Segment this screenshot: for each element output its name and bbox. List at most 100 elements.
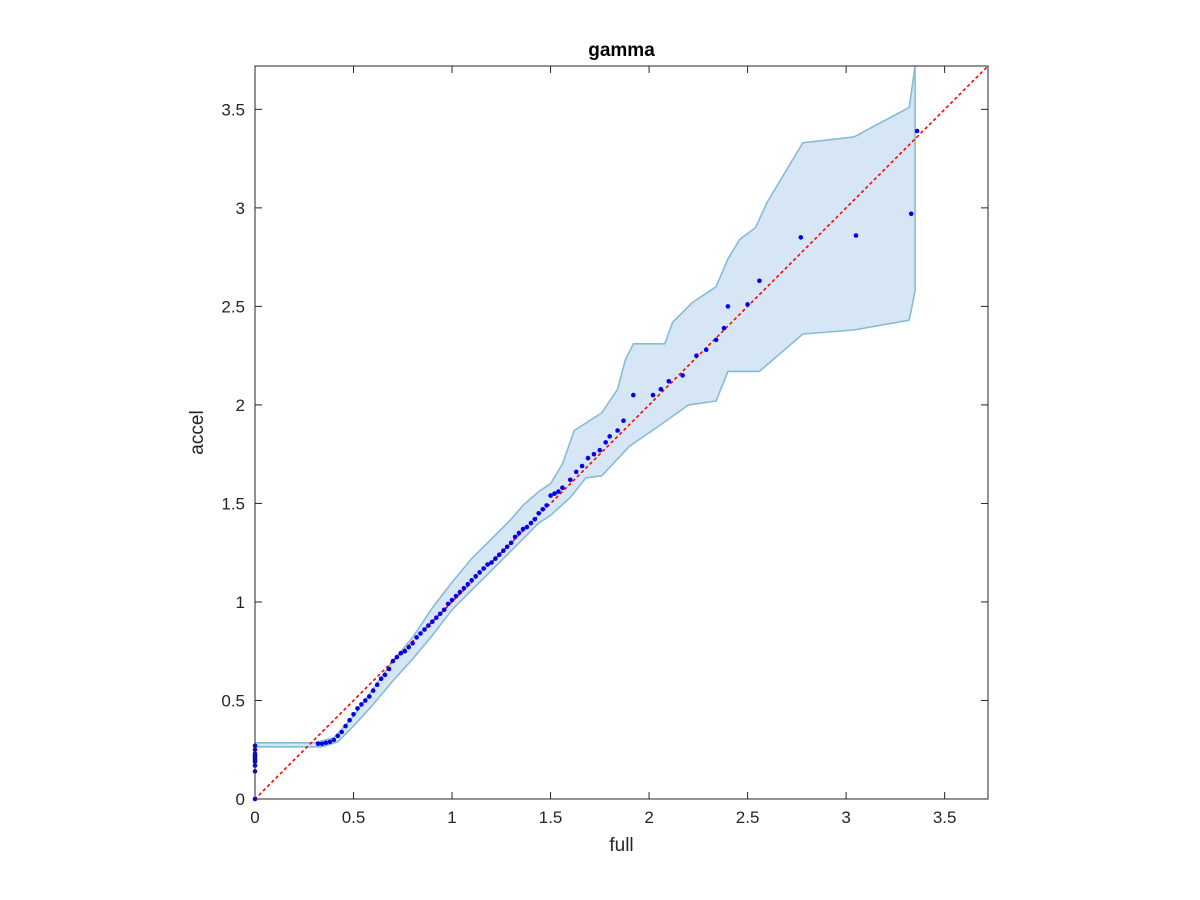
data-point <box>441 607 447 613</box>
data-point <box>615 428 620 433</box>
data-point <box>552 491 557 496</box>
data-point <box>520 526 526 532</box>
data-point <box>524 524 530 530</box>
data-point <box>908 211 914 217</box>
data-point <box>422 627 427 632</box>
data-point <box>504 544 510 550</box>
data-point <box>319 741 325 747</box>
y-tick-label: 3.5 <box>221 100 245 119</box>
data-point <box>363 698 368 703</box>
x-tick-label: 0.5 <box>342 808 366 827</box>
data-point <box>798 235 804 240</box>
data-point <box>453 593 459 599</box>
data-point <box>914 128 920 134</box>
data-point <box>327 739 333 745</box>
data-point <box>359 702 364 707</box>
data-point <box>406 645 412 650</box>
data-point <box>481 566 486 571</box>
data-point <box>335 733 341 739</box>
data-point <box>355 706 360 711</box>
y-tick-label: 1 <box>236 593 245 612</box>
data-point <box>465 581 471 587</box>
data-point <box>556 489 561 494</box>
data-point <box>430 619 435 624</box>
x-tick-label: 3 <box>841 808 850 827</box>
x-tick-label: 1.5 <box>539 808 563 827</box>
data-point <box>398 650 404 656</box>
plot-area: 0 0.5 1 1.5 2 2.5 3 3.5 0 0.5 1 1.5 2 2.5 3 3.5 <box>221 65 989 827</box>
data-point <box>461 585 467 591</box>
data-point <box>374 682 380 687</box>
data-point <box>631 392 636 398</box>
data-point <box>437 611 443 617</box>
data-point <box>508 540 514 546</box>
y-tick-label: 2 <box>236 396 245 415</box>
data-point <box>560 485 565 491</box>
data-point <box>418 631 423 636</box>
data-point <box>666 379 672 384</box>
data-point <box>331 737 337 743</box>
data-point <box>339 729 345 735</box>
data-point <box>607 434 612 439</box>
confidence-band <box>255 66 916 748</box>
data-point <box>745 302 750 307</box>
data-point <box>621 418 626 424</box>
data-point <box>390 658 396 664</box>
data-point <box>721 325 727 331</box>
data-point <box>597 447 603 453</box>
data-point <box>536 511 541 516</box>
x-tick-label: 2.5 <box>736 808 760 827</box>
data-point <box>650 392 656 398</box>
data-point <box>573 469 579 475</box>
data-point <box>445 601 451 607</box>
x-tick-label: 1 <box>447 808 456 827</box>
data-point <box>579 463 585 469</box>
data-point <box>449 597 455 603</box>
y-tick-label: 2.5 <box>221 297 245 316</box>
data-point <box>591 451 597 457</box>
data-point <box>757 278 762 284</box>
data-point <box>414 635 419 640</box>
x-tick-label: 0 <box>250 808 259 827</box>
reference-line <box>255 66 988 799</box>
data-point <box>603 440 608 445</box>
data-point <box>343 723 348 729</box>
data-point <box>544 503 549 508</box>
y-axis-label: accel <box>187 410 208 454</box>
data-point <box>489 560 494 565</box>
data-point <box>473 574 479 579</box>
data-point <box>382 672 388 678</box>
x-axis-label: full <box>609 835 633 856</box>
data-point <box>658 386 664 392</box>
data-point <box>853 233 859 238</box>
y-tick-label: 0 <box>236 790 245 809</box>
data-point <box>347 717 352 723</box>
x-ticks-layer: 0 0.5 1 1.5 2 2.5 3 3.5 <box>250 66 956 827</box>
data-point <box>323 740 329 746</box>
data-point <box>367 694 372 699</box>
chart-title: gamma <box>588 40 655 61</box>
data-point <box>434 615 439 620</box>
y-tick-label: 3 <box>236 199 245 218</box>
data-point <box>548 493 553 498</box>
axes-box <box>254 65 989 800</box>
data-point <box>426 623 431 628</box>
x-tick-label: 3.5 <box>933 808 957 827</box>
y-tick-label: 0.5 <box>221 691 245 710</box>
data-point <box>528 520 534 526</box>
data-point <box>568 477 573 483</box>
data-point <box>315 741 321 747</box>
data-point <box>402 648 408 654</box>
data-point <box>457 589 463 595</box>
confidence-band-layer <box>255 66 916 748</box>
data-point <box>410 641 415 646</box>
data-point <box>497 552 502 557</box>
data-point <box>540 507 545 512</box>
data-points-layer <box>252 128 920 802</box>
data-point <box>493 556 498 561</box>
data-point <box>501 548 506 553</box>
data-point <box>351 712 356 717</box>
x-tick-label: 2 <box>644 808 653 827</box>
reference-line-layer <box>255 66 988 799</box>
